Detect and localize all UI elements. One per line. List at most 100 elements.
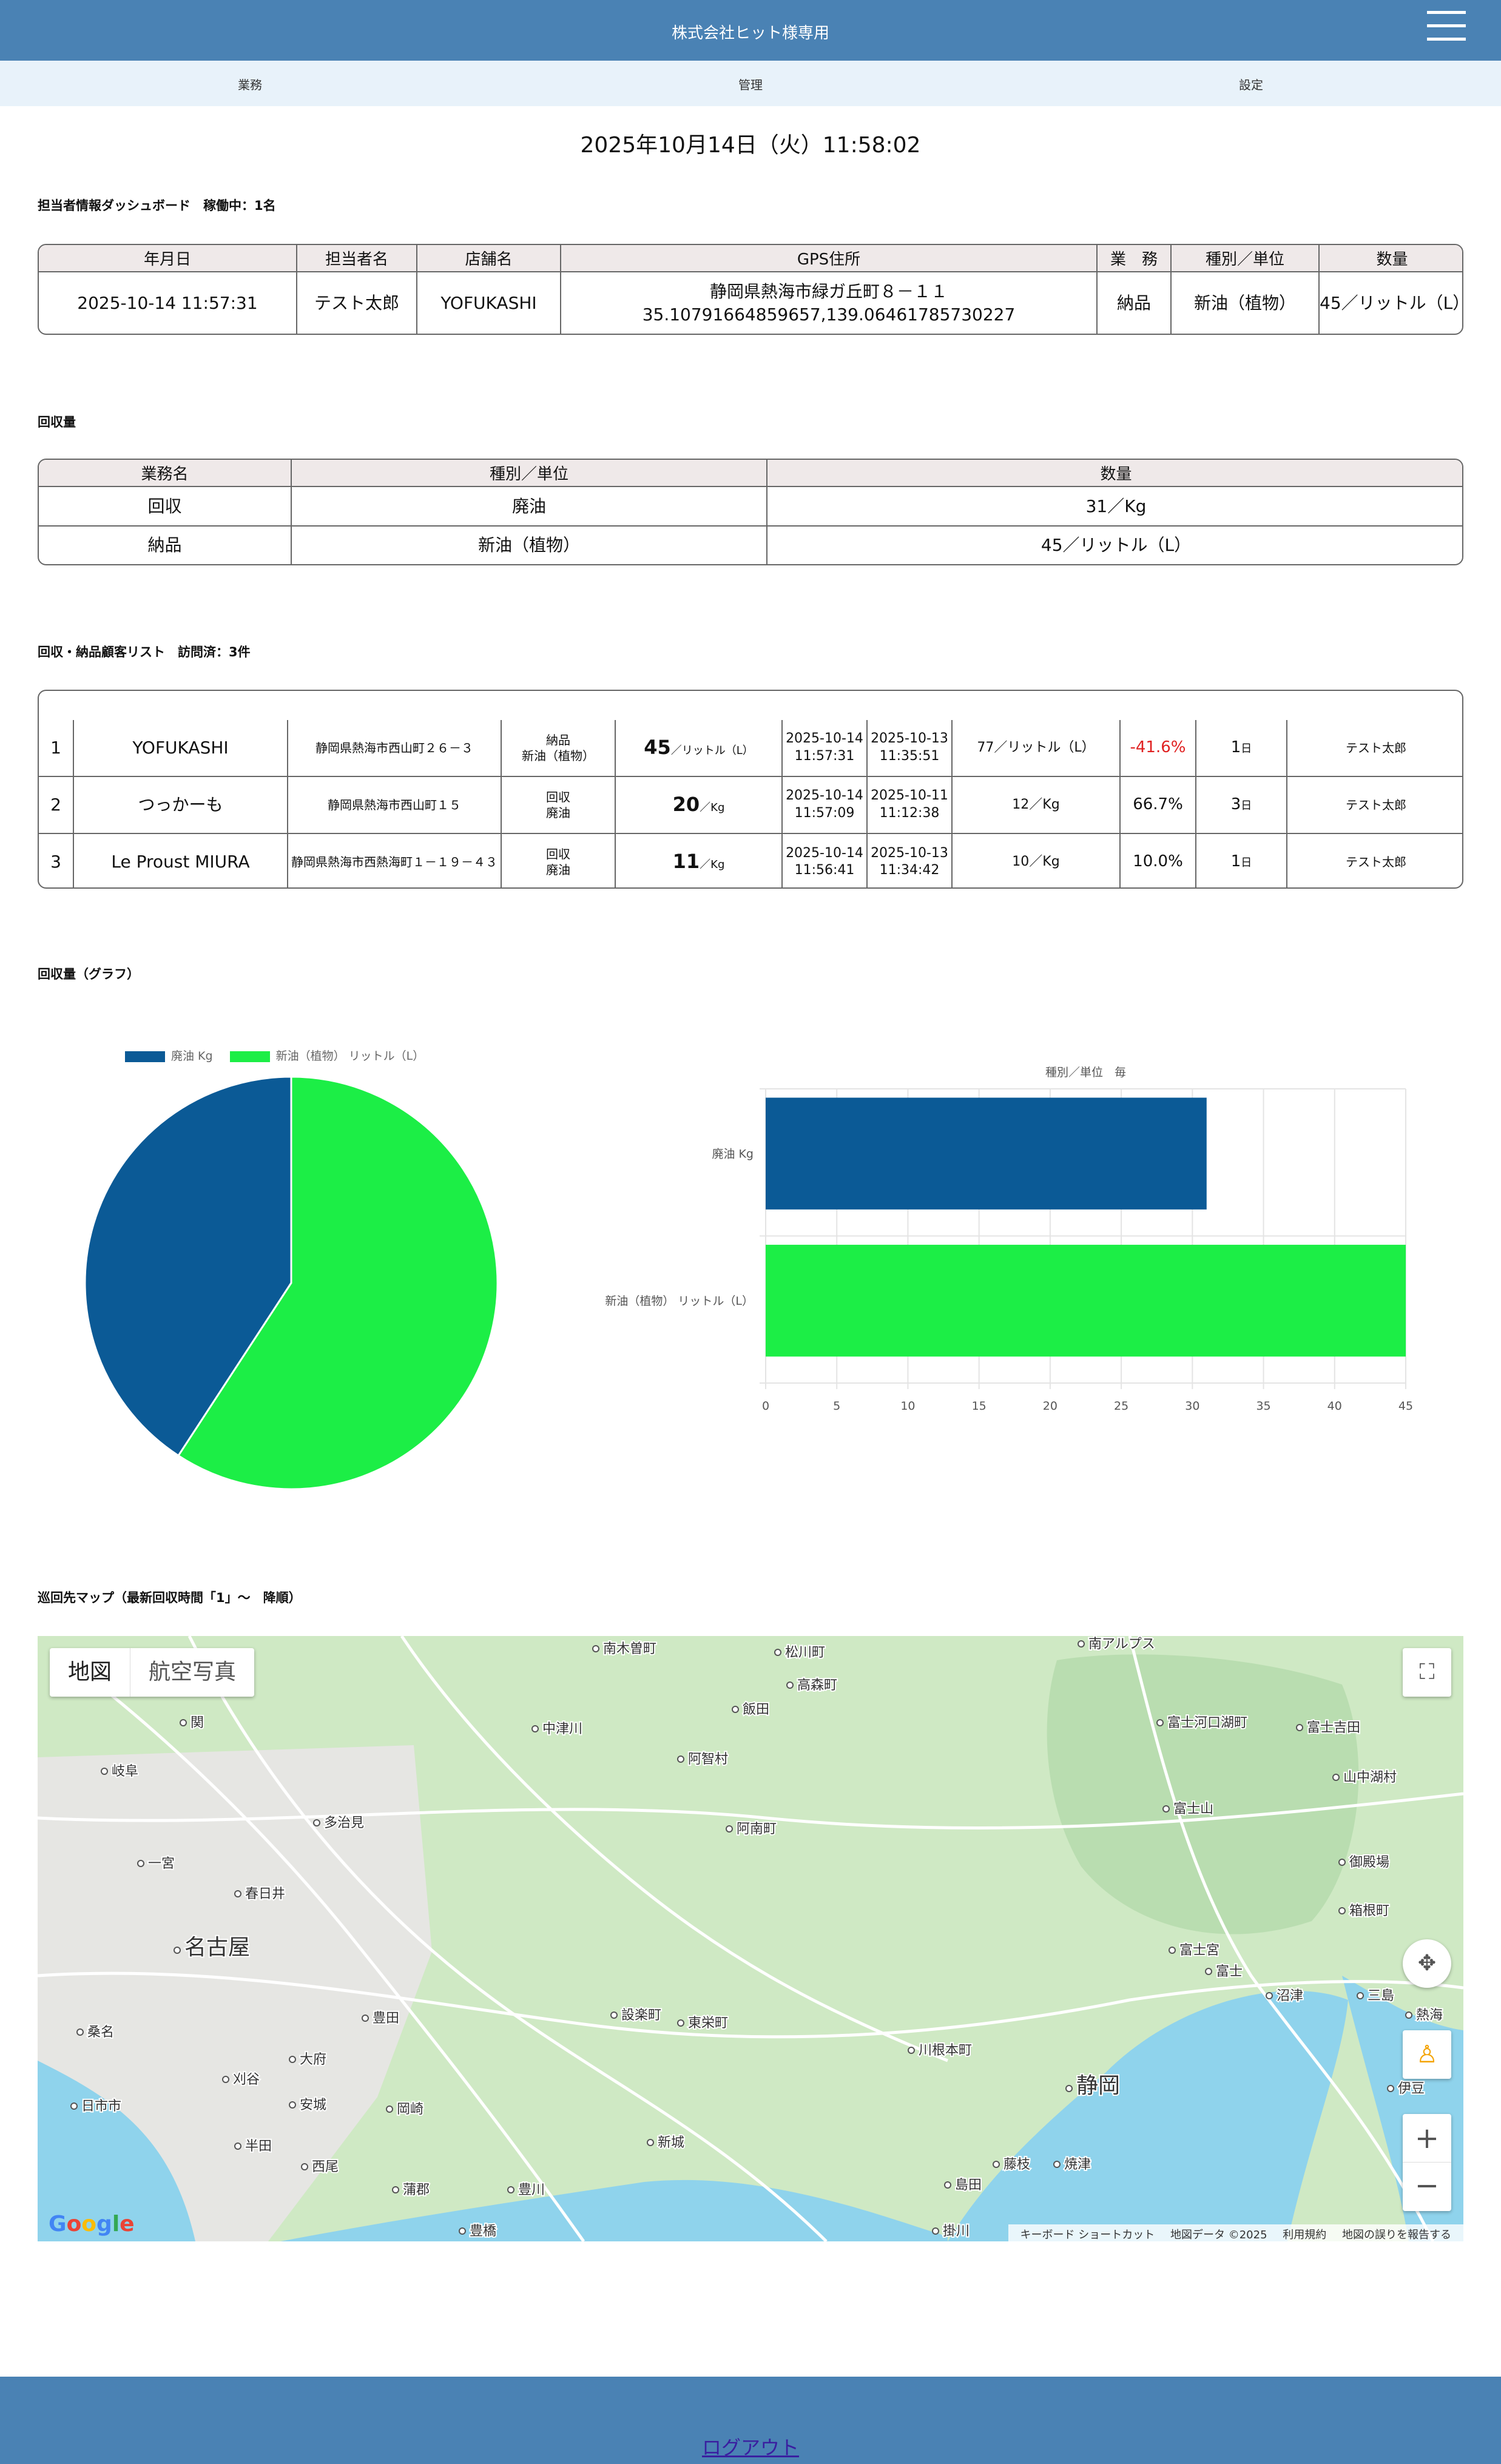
- map-place-label[interactable]: 蒲郡: [392, 2181, 431, 2199]
- terms-link[interactable]: 利用規約: [1283, 2229, 1327, 2241]
- nav-item-management[interactable]: 管理: [738, 78, 763, 92]
- task-line: 廃油: [546, 805, 570, 820]
- map-place-label[interactable]: 東栄町: [677, 2015, 729, 2032]
- map-place-label[interactable]: 沼津: [1266, 1987, 1304, 2005]
- cell-change-rate: -41.6%: [1120, 720, 1196, 777]
- cell-change-rate: 66.7%: [1120, 776, 1196, 835]
- map-place-label[interactable]: 川根本町: [908, 2042, 973, 2059]
- x-tick-label: 45: [1398, 1399, 1413, 1413]
- cell-address: 静岡県熱海市西山町１５: [288, 776, 502, 835]
- bar-new-oil[interactable]: [766, 1245, 1406, 1357]
- map-place-label[interactable]: 熱海: [1405, 2007, 1444, 2024]
- map-place-label[interactable]: 関: [180, 1714, 205, 1732]
- map-place-label[interactable]: 安城: [289, 2096, 328, 2114]
- nav-item-settings[interactable]: 設定: [1239, 78, 1263, 92]
- map-place-label[interactable]: 富士山: [1162, 1800, 1215, 1818]
- fullscreen-icon[interactable]: ⛶: [1403, 1648, 1451, 1697]
- map-place-label[interactable]: 春日井: [234, 1885, 286, 1903]
- map-place-label[interactable]: 松川町: [774, 1644, 826, 1661]
- map-place-label[interactable]: 富士吉田: [1296, 1719, 1361, 1737]
- map-place-dot: [1205, 1968, 1212, 1975]
- map-place-label[interactable]: 島田: [944, 2176, 983, 2194]
- map-place-name: 岐阜: [112, 1764, 138, 1779]
- map-place-label[interactable]: 富士: [1205, 1963, 1244, 1981]
- map-place-label[interactable]: 岡崎: [386, 2101, 425, 2118]
- map-place-name: 豊田: [373, 2011, 399, 2026]
- map-road: [38, 1792, 1463, 1830]
- map-place-label[interactable]: 新城: [647, 2134, 686, 2152]
- hamburger-menu-icon[interactable]: [1427, 11, 1466, 41]
- map-place-label[interactable]: 豊田: [362, 2010, 400, 2027]
- cell-previous-qty: 10／Kg: [952, 833, 1121, 887]
- map-place-label[interactable]: 伊豆: [1387, 2080, 1426, 2098]
- cell-previous-qty: 12／Kg: [952, 776, 1121, 835]
- legend-item-new-oil[interactable]: 新油（植物） リットル（L）: [229, 1047, 424, 1063]
- legend-item-waste-oil[interactable]: 廃油 Kg: [125, 1047, 213, 1063]
- map-place-label[interactable]: 掛川: [932, 2223, 971, 2240]
- map-place-label[interactable]: 名古屋: [174, 1934, 251, 1961]
- map-place-label[interactable]: 設楽町: [610, 2007, 663, 2024]
- map-place-label[interactable]: 西尾: [301, 2158, 340, 2176]
- map-place-label[interactable]: 静岡: [1065, 2072, 1121, 2099]
- map-place-name: 静岡: [1076, 2073, 1120, 2098]
- pie-slice-new-oil[interactable]: [177, 1075, 499, 1490]
- map-place-label[interactable]: 焼津: [1053, 2156, 1092, 2173]
- cell-interval-days: 1日: [1196, 833, 1287, 887]
- map-place-label[interactable]: 御殿場: [1338, 1854, 1391, 1871]
- map-place-label[interactable]: 桑名: [76, 2024, 115, 2041]
- map-place-label[interactable]: 刈谷: [222, 2071, 261, 2089]
- cell-customer-name[interactable]: YOFUKASHI: [73, 720, 288, 777]
- map-place-label[interactable]: 高森町: [786, 1677, 838, 1694]
- logout-link[interactable]: ログアウト: [701, 2436, 799, 2459]
- map-place-label[interactable]: 大府: [289, 2051, 328, 2068]
- map-place-label[interactable]: 中津川: [531, 1720, 584, 1738]
- camera-control-icon[interactable]: ✥: [1403, 1939, 1451, 1988]
- map-place-label[interactable]: 半田: [234, 2138, 273, 2155]
- map-place-label[interactable]: 日市市: [70, 2098, 123, 2115]
- map-place-label[interactable]: 富士河口湖町: [1156, 1714, 1249, 1732]
- map-place-label[interactable]: 藤枝: [993, 2156, 1031, 2173]
- cell-interval-days: 3日: [1196, 776, 1287, 835]
- map-place-label[interactable]: 南木曽町: [592, 1640, 658, 1658]
- map-place-label[interactable]: 豊川: [507, 2181, 546, 2199]
- map-type-map[interactable]: 地図: [68, 1660, 112, 1685]
- map-place-label[interactable]: 豊橋: [459, 2223, 498, 2240]
- cell-customer-name[interactable]: Le Proust MIURA: [73, 833, 288, 887]
- zoom-out-icon[interactable]: −: [1414, 2169, 1440, 2203]
- cell-interval-days: 1日: [1196, 720, 1287, 777]
- map-place-label[interactable]: 飯田: [732, 1701, 771, 1718]
- map-place-label[interactable]: 一宮: [137, 1855, 176, 1873]
- cell-staff: テスト太郎: [297, 272, 417, 334]
- map-place-label[interactable]: 阿智村: [677, 1751, 729, 1768]
- col-gps: GPS住所: [561, 245, 1098, 272]
- map-place-label[interactable]: 三島: [1357, 1987, 1395, 2005]
- map-place-label[interactable]: 山中湖村: [1332, 1769, 1398, 1786]
- map-place-label[interactable]: 岐阜: [101, 1763, 140, 1780]
- map-place-dot: [1053, 2161, 1061, 2168]
- map-place-dot: [732, 1706, 739, 1713]
- report-error-link[interactable]: 地図の誤りを報告する: [1342, 2229, 1451, 2241]
- map-place-name: 東栄町: [688, 2016, 728, 2031]
- route-map[interactable]: 南木曽町 松川町 南アルプス関 高森町 飯田富士河口湖町 富士吉田 中津川岐阜 阿智村山中湖村…: [38, 1636, 1463, 2241]
- nav-item-business[interactable]: 業務: [238, 78, 262, 92]
- map-place-label[interactable]: 多治見: [313, 1814, 365, 1832]
- map-place-label[interactable]: 箱根町: [1338, 1902, 1391, 1920]
- map-place-dot: [507, 2186, 514, 2193]
- map-place-label[interactable]: 南アルプス: [1078, 1636, 1156, 1653]
- map-type-satellite[interactable]: 航空写真: [130, 1648, 254, 1697]
- map-place-label[interactable]: 阿南町: [726, 1820, 778, 1838]
- latest-time: 11:57:09: [794, 805, 855, 821]
- map-place-label[interactable]: 富士宮: [1169, 1942, 1221, 1959]
- sub-navigation: 業務 管理 設定: [0, 61, 1501, 106]
- col-task-name: 業務名: [39, 460, 292, 487]
- bar-waste-oil[interactable]: [766, 1097, 1207, 1210]
- x-tick-label: 20: [1043, 1399, 1057, 1413]
- cell-customer-name[interactable]: つっかーも: [73, 776, 288, 835]
- legend-swatch: [229, 1051, 270, 1062]
- street-view-pegman-icon[interactable]: ♙: [1403, 2030, 1451, 2079]
- x-tick-label: 30: [1185, 1399, 1199, 1413]
- zoom-in-icon[interactable]: +: [1403, 2114, 1451, 2163]
- x-tick-label: 15: [972, 1399, 987, 1413]
- keyboard-shortcuts-link[interactable]: キーボード ショートカット: [1020, 2229, 1155, 2241]
